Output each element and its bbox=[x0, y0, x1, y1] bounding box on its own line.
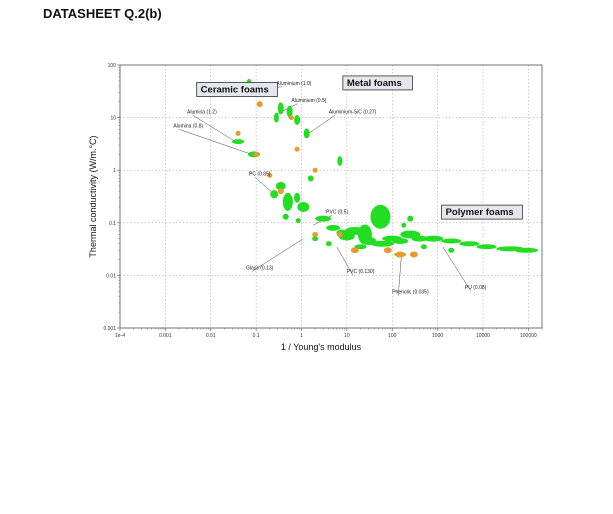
x-tick-label: 1 bbox=[300, 333, 303, 339]
data-point bbox=[312, 236, 319, 242]
data-point bbox=[325, 241, 332, 247]
annotation-label: Alumina (1.2) bbox=[187, 109, 217, 115]
x-tick-label: 1e-4 bbox=[115, 333, 125, 339]
data-point bbox=[383, 247, 392, 254]
data-point bbox=[282, 192, 293, 211]
group-label-box bbox=[441, 204, 523, 220]
data-point bbox=[336, 231, 343, 237]
group-label-text: Polymer foams bbox=[446, 207, 514, 218]
group-label-box bbox=[196, 82, 278, 97]
annotation-label: PVC (0.5) bbox=[326, 210, 348, 216]
data-point bbox=[354, 244, 367, 250]
data-point bbox=[337, 155, 343, 166]
annotation-label: Glass (0.13) bbox=[246, 265, 274, 271]
data-point bbox=[312, 231, 319, 237]
data-point bbox=[294, 192, 301, 203]
data-point bbox=[253, 151, 260, 157]
plot-frame bbox=[119, 64, 543, 329]
data-points bbox=[232, 78, 539, 258]
data-point bbox=[409, 251, 418, 258]
x-axis-title: 1 / Young's modulus bbox=[281, 342, 362, 352]
annotation-label: PC (0.85) bbox=[249, 171, 271, 177]
annotation-label: PU (0.08) bbox=[465, 285, 487, 291]
data-point bbox=[286, 105, 293, 118]
page-title: DATASHEET Q.2(b) bbox=[43, 6, 162, 21]
y-tick-label: 0.1 bbox=[109, 221, 116, 227]
group-label-box bbox=[342, 75, 413, 91]
data-point bbox=[270, 190, 279, 199]
data-point bbox=[277, 188, 284, 195]
annotation-leader bbox=[179, 129, 252, 155]
annotation-leader bbox=[192, 115, 236, 142]
annotation-leader bbox=[304, 115, 335, 137]
data-point bbox=[273, 112, 279, 123]
group-label-text: Metal foams bbox=[347, 78, 402, 89]
data-point bbox=[370, 204, 391, 229]
annotation-label: Aluminium (0.5) bbox=[291, 98, 326, 104]
axes: 1e-4 0.001 0.01 0.1 1 10 100 1000 10000 1000000.0… bbox=[103, 63, 543, 339]
y-tick-label: 100 bbox=[108, 63, 117, 69]
x-tick-label: 100000 bbox=[520, 333, 537, 339]
data-point bbox=[401, 222, 407, 228]
data-point bbox=[514, 247, 539, 253]
x-tick-label: 1000 bbox=[432, 333, 443, 339]
data-point bbox=[295, 218, 301, 224]
data-point bbox=[275, 182, 286, 191]
annotation-leader bbox=[254, 177, 275, 195]
data-point bbox=[326, 224, 341, 231]
x-tick-label: 10 bbox=[344, 333, 350, 339]
y-tick-label: 10 bbox=[110, 116, 116, 122]
data-point bbox=[350, 247, 359, 254]
data-point bbox=[232, 139, 245, 145]
annotation-leader bbox=[442, 246, 472, 292]
annotation-leader bbox=[397, 254, 402, 296]
annotation-label: Alumina (0.8) bbox=[173, 123, 203, 129]
annotation-labels: Aluminium (1.0) Aluminium (0.5) Alumina (1… bbox=[173, 81, 486, 296]
annotation-leader bbox=[336, 246, 354, 276]
x-tick-label: 0.001 bbox=[159, 333, 172, 339]
data-point bbox=[256, 101, 263, 108]
group-label-text: Ceramic foams bbox=[201, 85, 269, 96]
annotation-label: Aluminium-SiC (0.27) bbox=[329, 109, 377, 115]
data-point bbox=[282, 213, 289, 220]
data-point bbox=[315, 215, 332, 222]
annotation-label: PVC (0.130) bbox=[347, 269, 375, 275]
data-point bbox=[235, 130, 241, 136]
data-point bbox=[392, 238, 409, 245]
y-tick-label: 0.01 bbox=[106, 273, 116, 279]
annotation-leader-lines bbox=[179, 86, 472, 296]
y-tick-label: 0.001 bbox=[103, 326, 116, 332]
data-point bbox=[288, 115, 294, 121]
data-point bbox=[294, 115, 301, 126]
data-point bbox=[476, 244, 497, 250]
data-point bbox=[420, 244, 427, 250]
x-tick-label: 0.01 bbox=[206, 333, 216, 339]
y-axis-title: Thermal conductivity (W/m.°C) bbox=[88, 135, 98, 257]
data-point bbox=[277, 102, 284, 115]
data-point bbox=[448, 247, 455, 253]
data-point bbox=[411, 235, 428, 242]
annotation-label: Aluminium (1.0) bbox=[276, 81, 311, 87]
data-point bbox=[441, 238, 462, 244]
x-tick-label: 0.1 bbox=[253, 333, 260, 339]
data-point bbox=[267, 172, 273, 178]
data-point bbox=[303, 128, 310, 139]
data-point bbox=[370, 240, 395, 247]
annotation-leader bbox=[251, 238, 304, 272]
data-point bbox=[297, 201, 310, 212]
x-tick-label: 10000 bbox=[476, 333, 490, 339]
data-point bbox=[407, 215, 414, 222]
data-point bbox=[294, 146, 300, 152]
data-point bbox=[307, 175, 314, 182]
data-point bbox=[423, 235, 444, 242]
data-point bbox=[459, 241, 480, 247]
data-point bbox=[312, 167, 318, 173]
y-tick-label: 1 bbox=[113, 168, 116, 174]
x-tick-label: 100 bbox=[388, 333, 397, 339]
group-labels: Ceramic foams Metal foams Polymer foams bbox=[196, 75, 523, 220]
annotation-label: Phenolic (0.035) bbox=[392, 290, 429, 296]
data-point bbox=[395, 251, 406, 258]
